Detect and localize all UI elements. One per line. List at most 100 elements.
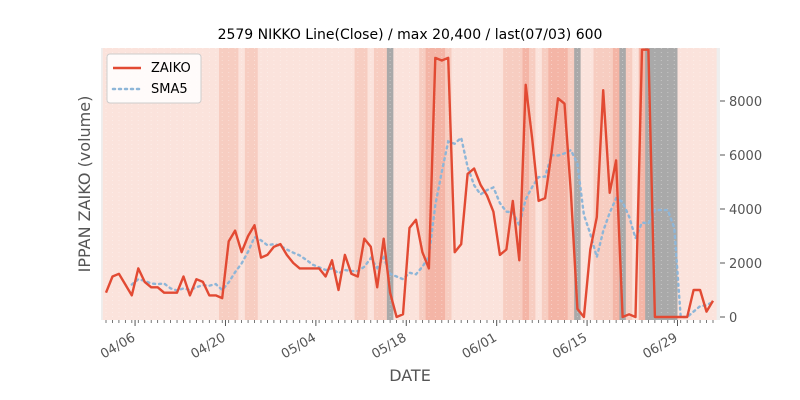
shade-band — [380, 48, 388, 320]
y-tick-label: 6000 — [729, 149, 762, 164]
shade-band — [645, 48, 653, 320]
shade-band — [432, 48, 439, 320]
shade-band — [503, 48, 510, 320]
shade-band — [244, 48, 252, 320]
shade-band — [373, 48, 381, 320]
y-tick-label: 4000 — [729, 203, 762, 218]
shade-band — [180, 48, 188, 320]
shade-band — [445, 48, 452, 320]
legend-label-zaiko: ZAIKO — [151, 61, 191, 76]
x-tick-label: 05/18 — [369, 330, 409, 362]
shade-band — [709, 48, 717, 320]
shade-band — [587, 48, 594, 320]
shade-band — [154, 48, 162, 320]
x-tick-label: 05/04 — [279, 330, 319, 362]
shade-band — [283, 48, 291, 320]
shade-band — [141, 48, 149, 320]
y-tick-label: 8000 — [729, 95, 762, 110]
shade-band — [683, 48, 691, 320]
shade-band — [509, 48, 517, 320]
shade-band — [677, 48, 685, 320]
shade-band — [554, 48, 562, 320]
legend: ZAIKO SMA5 — [106, 53, 202, 104]
shade-band — [328, 48, 336, 320]
shade-band — [309, 48, 317, 320]
shade-band — [406, 48, 414, 320]
shade-band — [619, 48, 627, 320]
shade-band — [658, 48, 665, 320]
shade-band — [102, 48, 110, 320]
shade-band — [561, 48, 569, 320]
shade-band — [664, 48, 672, 320]
shade-band — [386, 48, 394, 320]
shade-band — [348, 48, 356, 320]
x-axis-title: DATE — [389, 366, 431, 385]
shade-band — [160, 48, 168, 320]
shade-band — [528, 48, 536, 320]
x-axis: 04/06 04/20 05/04 05/18 06/01 06/15 06/29 — [98, 320, 714, 362]
shade-band — [419, 48, 427, 320]
shade-band — [367, 48, 375, 320]
shade-band — [535, 48, 543, 320]
shade-bands — [102, 48, 717, 320]
shade-band — [212, 48, 220, 320]
series-line-zaiko — [104, 48, 715, 319]
shade-band — [425, 48, 433, 320]
shade-band — [219, 48, 226, 320]
shade-band — [277, 48, 284, 320]
shade-band — [270, 48, 278, 320]
shade-band — [315, 48, 323, 320]
shade-band — [703, 48, 711, 320]
shade-band — [548, 48, 556, 320]
shade-band — [135, 48, 142, 320]
shade-band — [147, 48, 155, 320]
shade-band — [296, 48, 304, 320]
shade-band — [638, 48, 646, 320]
x-tick-label: 06/29 — [641, 330, 681, 362]
y-axis-title: IPPAN ZAIKO (volume) — [75, 96, 94, 273]
shade-band — [574, 48, 582, 320]
shade-band — [399, 48, 407, 320]
shade-band — [225, 48, 233, 320]
shade-band — [490, 48, 498, 320]
shade-band — [193, 48, 201, 320]
shade-band — [122, 48, 130, 320]
shade-band — [354, 48, 362, 320]
shade-band — [361, 48, 368, 320]
shade-band — [128, 48, 136, 320]
shade-band — [593, 48, 601, 320]
shade-band — [457, 48, 465, 320]
shade-band — [257, 48, 265, 320]
shade-band — [115, 48, 123, 320]
shade-band — [690, 48, 698, 320]
shade-band — [632, 48, 640, 320]
shade-band — [264, 48, 272, 320]
shade-band — [341, 48, 349, 320]
shade-band — [251, 48, 259, 320]
shade-band — [199, 48, 207, 320]
shade-band — [483, 48, 491, 320]
series-line-sma5 — [130, 135, 715, 319]
shade-band — [231, 48, 239, 320]
shade-band — [173, 48, 181, 320]
shade-band — [522, 48, 530, 320]
shade-band — [186, 48, 194, 320]
legend-label-sma5: SMA5 — [151, 82, 188, 97]
legend-box — [106, 53, 202, 104]
shade-band — [302, 48, 310, 320]
shade-band — [625, 48, 633, 320]
shade-band — [335, 48, 343, 320]
shade-band — [696, 48, 704, 320]
x-tick-label: 04/06 — [98, 330, 138, 362]
y-tick-label: 0 — [729, 311, 737, 326]
shade-band — [651, 48, 659, 320]
chart-title: 2579 NIKKO Line(Close) / max 20,400 / la… — [218, 27, 603, 43]
shade-band — [322, 48, 330, 320]
y-tick-label: 2000 — [729, 257, 762, 272]
y-axis: 0 2000 4000 6000 8000 — [720, 95, 762, 326]
shade-band — [496, 48, 504, 320]
x-tick-label: 06/01 — [460, 330, 500, 362]
x-tick-label: 06/15 — [550, 330, 590, 362]
shade-band — [671, 48, 678, 320]
shade-band — [541, 48, 549, 320]
